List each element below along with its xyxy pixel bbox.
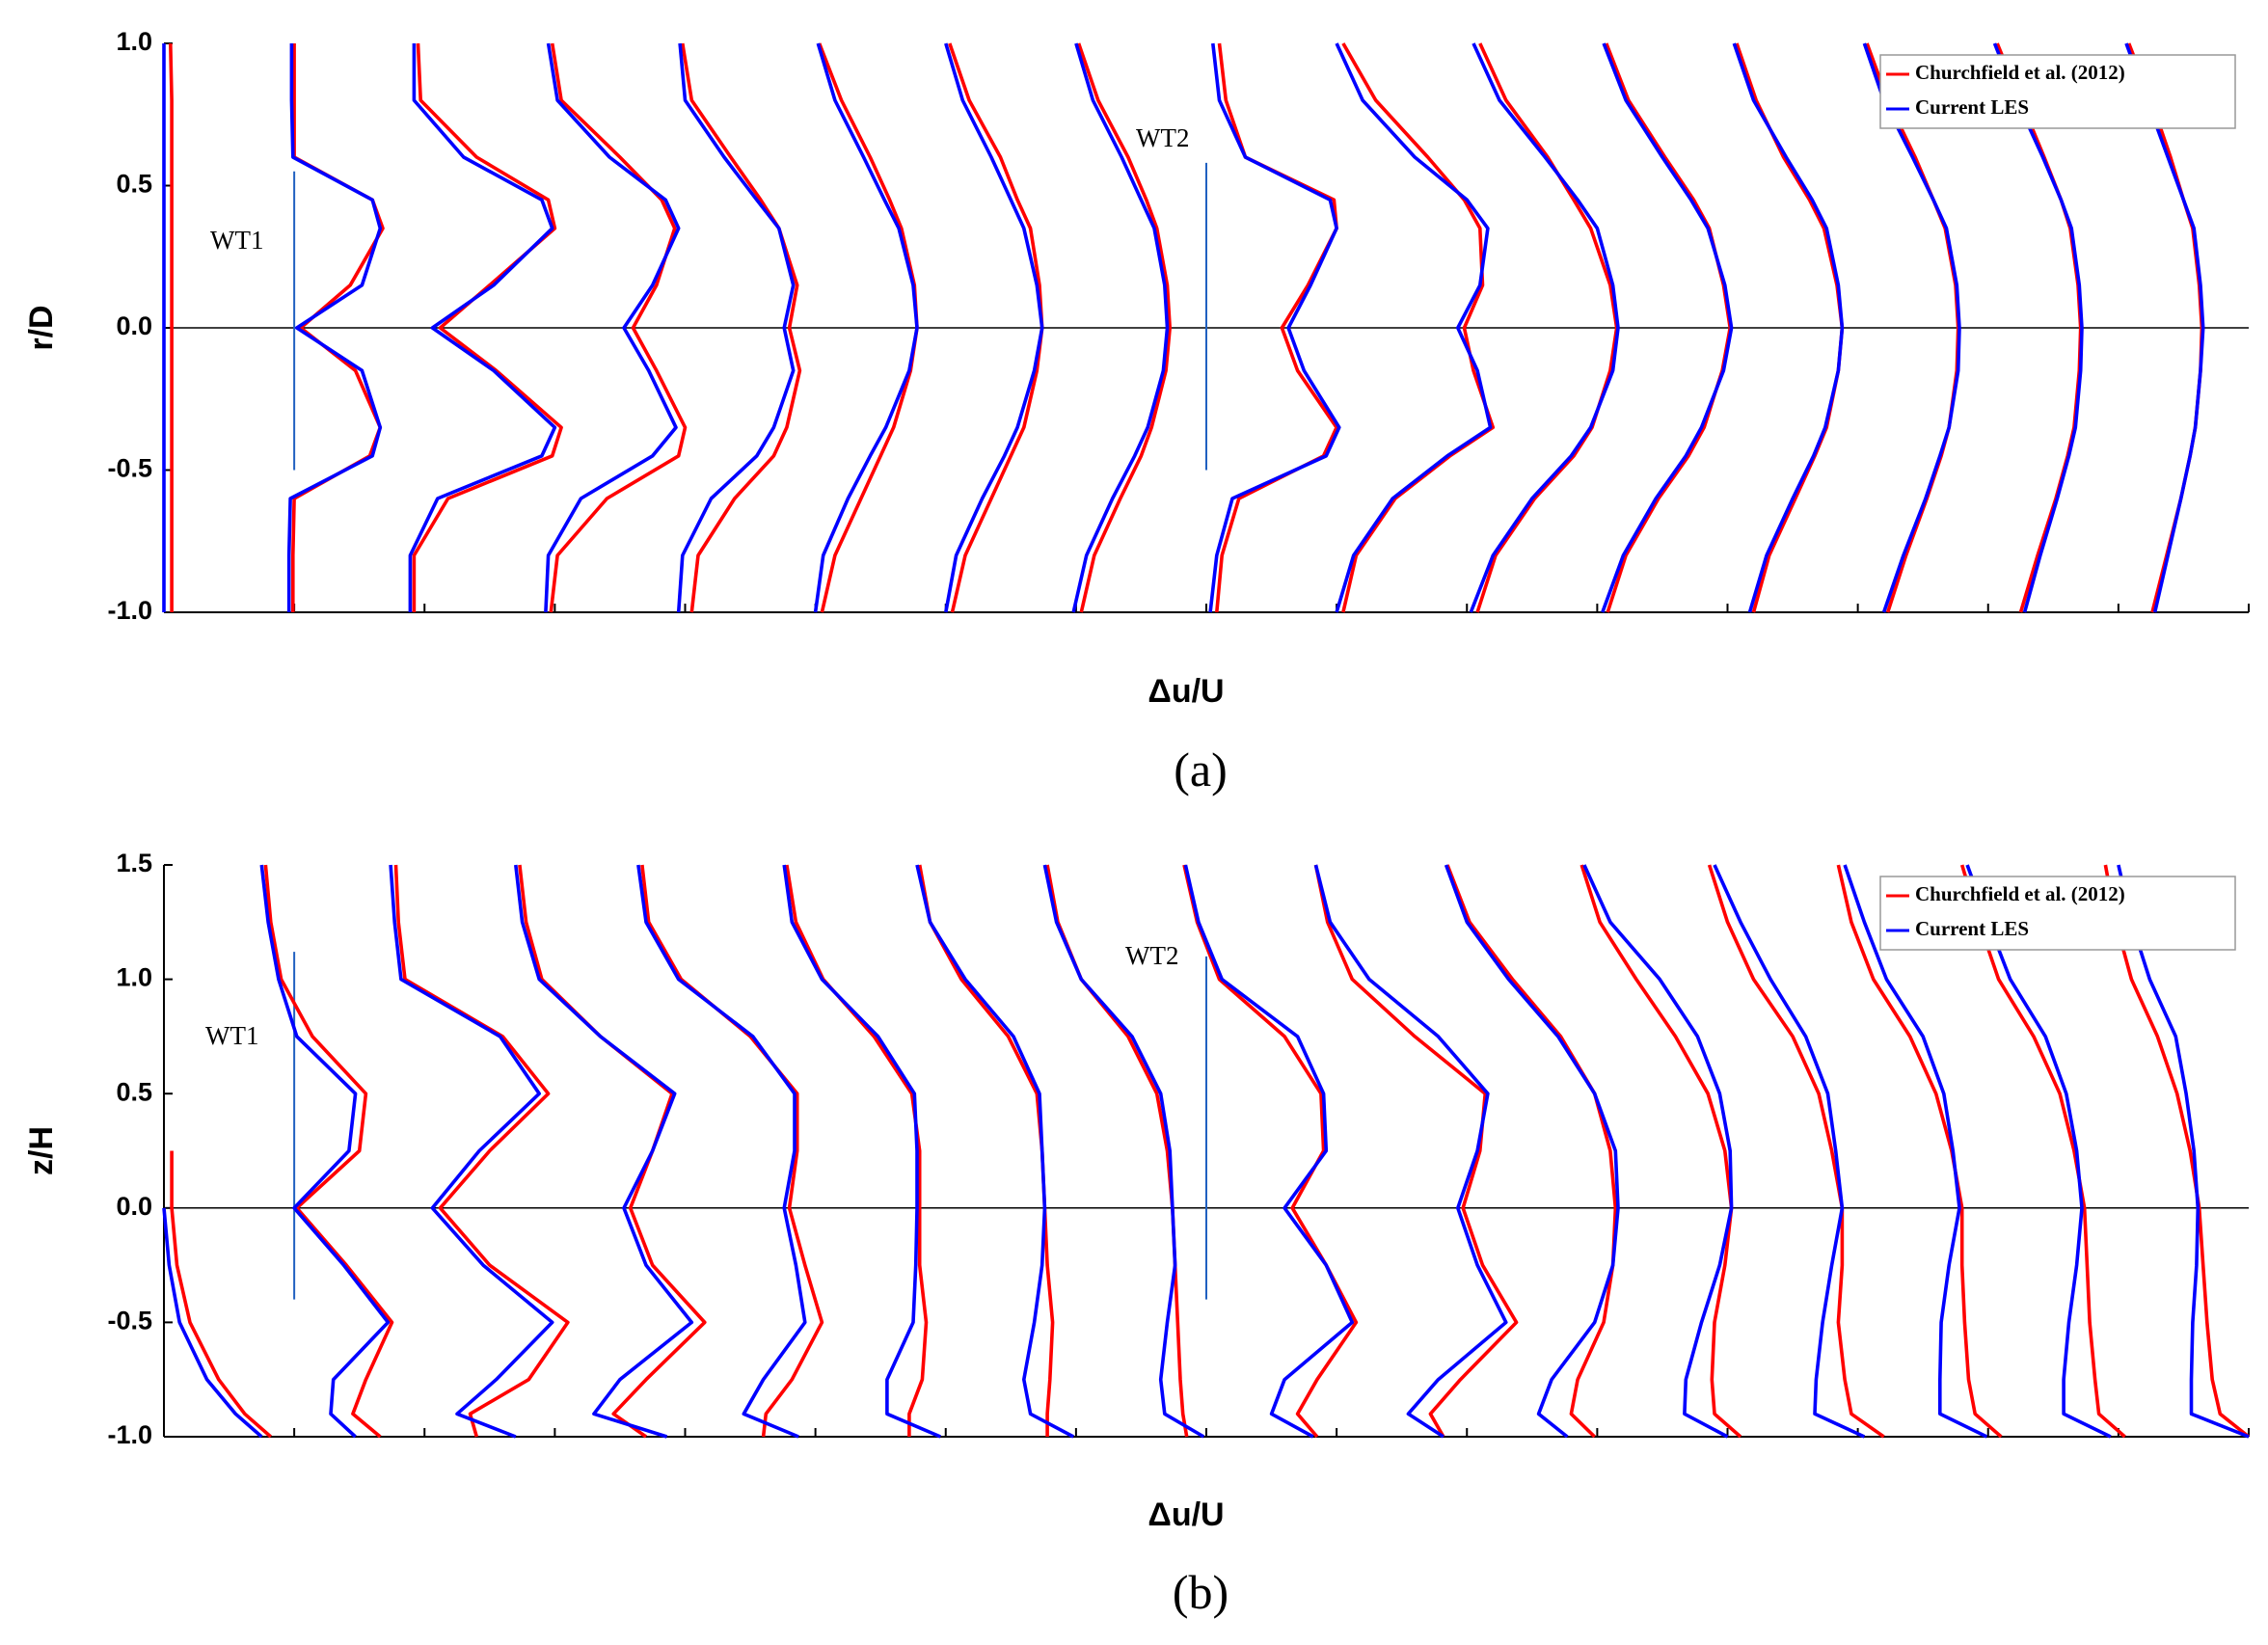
profile-line xyxy=(1042,864,1205,1439)
profile-line xyxy=(412,42,563,612)
profile-line xyxy=(2124,42,2205,613)
profile-line xyxy=(1707,864,1885,1439)
legend-label: Current LES xyxy=(1915,95,2029,119)
y-tick-label: 0.0 xyxy=(116,311,152,340)
profile-line xyxy=(944,42,1044,613)
y-tick-label: 1.0 xyxy=(116,27,152,56)
profile-line xyxy=(1713,864,1866,1439)
profile-line xyxy=(1959,864,2126,1439)
profile-line xyxy=(408,43,557,612)
y-tick-label: 1.0 xyxy=(116,963,152,992)
profile-line xyxy=(676,42,796,613)
profile-line xyxy=(915,864,1075,1439)
profile-line xyxy=(286,43,383,612)
profile-line xyxy=(393,864,570,1438)
profile-line xyxy=(1076,42,1172,613)
legend: Churchfield et al. (2012) Current LES xyxy=(1879,876,2236,951)
profile-line xyxy=(2103,864,2251,1439)
profile-line xyxy=(169,42,174,612)
profile-line xyxy=(1444,864,1620,1439)
profile-line xyxy=(389,864,554,1439)
profile-line xyxy=(1601,42,1734,613)
profile-line xyxy=(917,864,1055,1437)
profile-line xyxy=(1582,864,1734,1439)
profile-line xyxy=(263,864,394,1439)
profile-line xyxy=(1992,42,2084,613)
y-axis-label: z/H xyxy=(23,1126,60,1175)
profile-line xyxy=(1836,864,2003,1439)
profile-line xyxy=(1335,42,1493,613)
legend: Churchfield et al. (2012) Current LES xyxy=(1879,54,2236,129)
profile-line xyxy=(1843,864,1988,1439)
y-tick-label: -1.0 xyxy=(107,596,152,625)
profile-line xyxy=(1732,42,1845,613)
turbine-label: WT1 xyxy=(205,1021,258,1050)
profile-line xyxy=(544,42,681,613)
chart-panel: -1.0 -0.5 0.0 0.5 1.0 WT1 WT2 r/D Δu/U (a) Churchf… xyxy=(23,27,2250,796)
profile-line xyxy=(1313,864,1508,1439)
caption: (a) xyxy=(1174,742,1228,796)
profile-line xyxy=(170,1150,272,1439)
profile-line xyxy=(1965,864,2112,1439)
profile-line xyxy=(514,864,694,1439)
profile-line xyxy=(1071,42,1170,613)
profile-line xyxy=(518,864,707,1439)
profile-line xyxy=(681,42,802,613)
profile-line xyxy=(1182,864,1359,1439)
y-tick-label: -0.5 xyxy=(107,1307,152,1335)
profile-line xyxy=(259,864,391,1439)
profile-line xyxy=(782,864,942,1439)
legend-label: Churchfield et al. (2012) xyxy=(1915,61,2125,84)
x-axis-label: Δu/U xyxy=(1148,1497,1224,1533)
profile-line xyxy=(549,42,688,613)
legend-box xyxy=(1879,54,2236,129)
y-tick-label: 0.5 xyxy=(116,170,152,199)
profile-line xyxy=(1580,864,1742,1439)
profile-line xyxy=(1469,42,1620,613)
profile-line xyxy=(1183,864,1355,1439)
turbine-label: WT2 xyxy=(1125,941,1178,970)
legend-label: Churchfield et al. (2012) xyxy=(1915,882,2125,905)
y-tick-label: -0.5 xyxy=(107,454,152,483)
profile-line xyxy=(813,42,919,613)
y-tick-label: 1.5 xyxy=(116,849,152,877)
profile-line xyxy=(1862,42,1961,613)
turbine-label: WT1 xyxy=(210,226,263,255)
caption: (b) xyxy=(1173,1565,1228,1619)
profile-line xyxy=(1208,42,1341,613)
profile-line xyxy=(640,864,824,1438)
profile-line xyxy=(636,864,807,1439)
x-axis-label: Δu/U xyxy=(1148,673,1224,710)
profile-line xyxy=(1445,864,1618,1439)
y-tick-label: 0.5 xyxy=(116,1077,152,1106)
profile-line xyxy=(2117,864,2250,1439)
y-tick-label: -1.0 xyxy=(107,1420,152,1449)
turbine-label: WT2 xyxy=(1136,123,1189,152)
legend-box xyxy=(1879,876,2236,951)
chart-panel: -1.0 -0.5 0.0 0.5 1.0 1.5 WT1 WT2 z/H Δu/U (b) Chur… xyxy=(23,849,2251,1619)
y-tick-label: 0.0 xyxy=(116,1192,152,1221)
legend-label: Current LES xyxy=(1915,917,2029,940)
profile-line xyxy=(162,1207,263,1439)
profile-line xyxy=(1313,864,1519,1438)
y-axis-label: r/D xyxy=(23,305,60,350)
